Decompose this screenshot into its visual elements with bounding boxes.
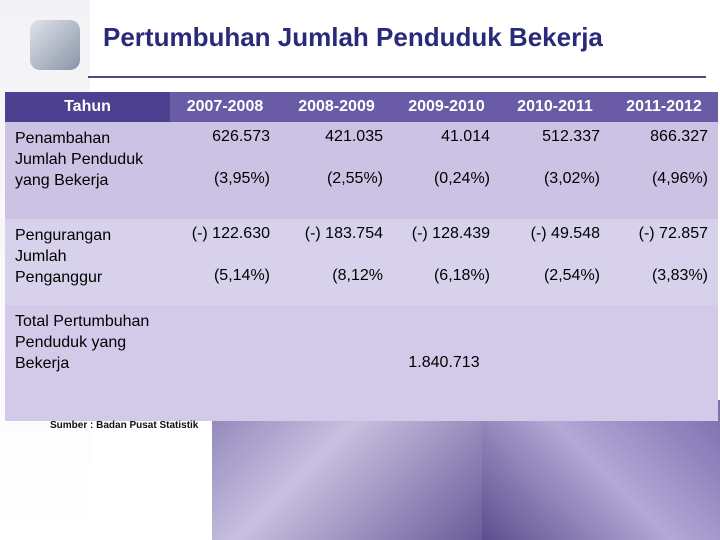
table-row: Penambahan Jumlah Penduduk yang Bekerja 6…	[5, 122, 718, 219]
value-cell: (-) 128.439 (6,18%)	[393, 219, 500, 305]
title-rule	[88, 76, 706, 78]
row-label: Penambahan Jumlah Penduduk yang Bekerja	[15, 130, 144, 189]
row-label: Total Pertumbuhan Penduduk yang Bekerja	[15, 313, 150, 372]
value: 626.573	[212, 128, 270, 145]
value-cell: (-) 72.857 (3,83%)	[610, 219, 718, 305]
value: 866.327	[650, 128, 708, 145]
row-label: Pengurangan Jumlah Penganggur	[15, 227, 112, 286]
value-cell: 866.327 (4,96%)	[610, 122, 718, 219]
percent: (8,12%	[332, 267, 383, 284]
percent: (5,14%)	[213, 267, 270, 284]
row-label-cell: Penambahan Jumlah Penduduk yang Bekerja	[5, 122, 170, 219]
header-cell: 2011-2012	[610, 92, 718, 122]
value: (-) 49.548	[530, 225, 600, 242]
value: (-) 183.754	[304, 225, 383, 242]
value: 512.337	[542, 128, 600, 145]
value-cell: 41.014 (0,24%)	[393, 122, 500, 219]
source-note: Sumber : Badan Pusat Statistik	[50, 420, 199, 431]
data-table: Tahun 2007-2008 2008-2009 2009-2010 2010-201…	[5, 92, 718, 421]
value: 41.014	[441, 128, 490, 145]
value: (-) 128.439	[411, 225, 490, 242]
value-cell: (-) 49.548 (2,54%)	[500, 219, 610, 305]
header-cell: 2007-2008	[170, 92, 280, 122]
header-row: Tahun 2007-2008 2008-2009 2009-2010 2010-201…	[5, 92, 718, 122]
percent: (6,18%)	[433, 267, 490, 284]
row-label-cell: Pengurangan Jumlah Penganggur	[5, 219, 170, 305]
title: Pertumbuhan Jumlah Penduduk Bekerja	[103, 22, 603, 52]
value: (-) 122.630	[191, 225, 270, 242]
percent: (3,95%)	[213, 170, 270, 187]
percent: (2,55%)	[326, 170, 383, 187]
percent: (0,24%)	[433, 170, 490, 187]
table-row: Total Pertumbuhan Penduduk yang Bekerja 1…	[5, 305, 718, 421]
value-cell: (-) 122.630 (5,14%)	[170, 219, 280, 305]
header-cell: 2010-2011	[500, 92, 610, 122]
value-cell: 512.337 (3,02%)	[500, 122, 610, 219]
percent: (4,96%)	[651, 170, 708, 187]
header-cell: Tahun	[5, 92, 170, 122]
total-cell: 1.840.713	[170, 305, 718, 421]
table-row: Pengurangan Jumlah Penganggur (-) 122.630…	[5, 219, 718, 305]
value-cell: 421.035 (2,55%)	[280, 122, 393, 219]
value-cell: 626.573 (3,95%)	[170, 122, 280, 219]
logo	[30, 20, 80, 70]
header-cell: 2008-2009	[280, 92, 393, 122]
photo	[482, 400, 720, 540]
value: (-) 72.857	[638, 225, 708, 242]
row-label-cell: Total Pertumbuhan Penduduk yang Bekerja	[5, 305, 170, 421]
photo	[212, 400, 482, 540]
value: 421.035	[325, 128, 383, 145]
percent: (2,54%)	[543, 267, 600, 284]
percent: (3,83%)	[651, 267, 708, 284]
value-cell: (-) 183.754 (8,12%	[280, 219, 393, 305]
percent: (3,02%)	[543, 170, 600, 187]
header-cell: 2009-2010	[393, 92, 500, 122]
